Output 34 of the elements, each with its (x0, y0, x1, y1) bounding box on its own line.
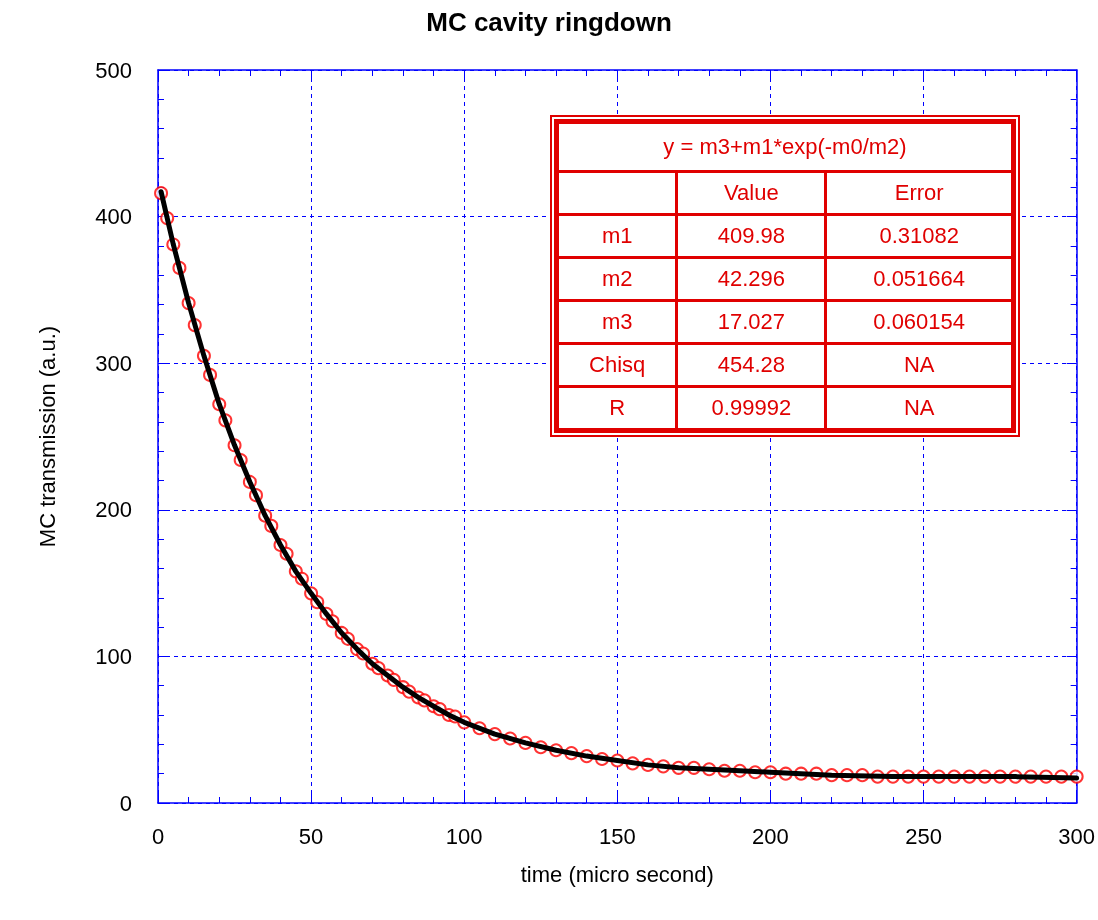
x-tick-label: 50 (298, 823, 324, 849)
annotation: R (557, 386, 677, 430)
chart-title: MC cavity ringdown (426, 7, 672, 37)
annotation: NA (825, 343, 1013, 387)
x-tick-label: 200 (752, 823, 789, 849)
y-tick-label: 200 (95, 497, 132, 523)
annotation: m3 (557, 300, 677, 344)
annotation: m1 (557, 214, 677, 258)
x-tick-label: 250 (905, 823, 942, 849)
annotation: 42.296 (676, 257, 826, 301)
x-tick-label: 100 (445, 823, 483, 849)
annotation: 0.051664 (825, 257, 1013, 301)
y-tick-label: 500 (95, 57, 132, 83)
annotation: Chisq (557, 343, 677, 387)
x-tick-label: 150 (598, 823, 636, 849)
annotation: Value (676, 171, 826, 215)
annotation: 0.99992 (676, 386, 826, 430)
annotation: Error (825, 171, 1013, 215)
annotation: NA (825, 386, 1013, 430)
annotation: 454.28 (676, 343, 826, 387)
x-axis-title: time (micro second) (520, 861, 714, 887)
annotation: 0.31082 (825, 214, 1013, 258)
y-tick-label: 100 (95, 643, 132, 669)
annotation: 409.98 (676, 214, 826, 258)
x-tick-label: 0 (151, 823, 165, 849)
annotation: m2 (557, 257, 677, 301)
annotation: y = m3+m1*exp(-m0/m2) (557, 122, 1013, 172)
annotation: 0.060154 (825, 300, 1013, 344)
annotation: 17.027 (676, 300, 826, 344)
y-tick-label: 300 (95, 350, 132, 376)
x-tick-label: 300 (1058, 823, 1096, 849)
y-tick-label: 0 (119, 790, 132, 816)
y-axis-title: MC transmission (a.u.) (34, 325, 60, 548)
y-tick-label: 400 (95, 204, 132, 230)
